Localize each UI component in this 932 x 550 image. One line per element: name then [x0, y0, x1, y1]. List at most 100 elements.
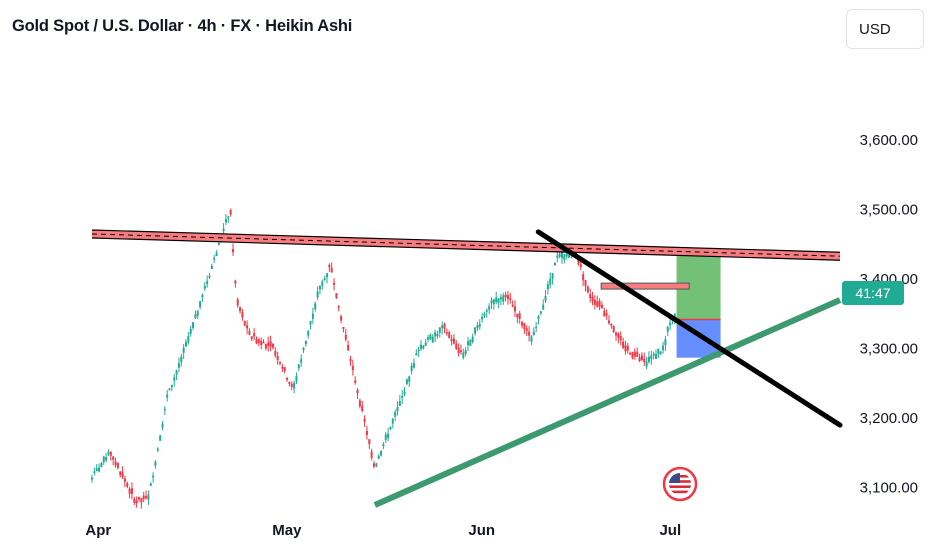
- candle-body: [537, 316, 540, 319]
- candle-body: [408, 376, 411, 382]
- countdown-tag: 41:47: [842, 281, 904, 305]
- candle-body: [363, 418, 366, 422]
- support-trendline[interactable]: [373, 297, 842, 508]
- candle-body: [316, 291, 319, 298]
- candle-body: [250, 336, 253, 339]
- candle-body: [525, 328, 528, 331]
- candle-body: [546, 284, 549, 290]
- candle-body: [243, 321, 246, 326]
- candle-body: [492, 299, 495, 305]
- level-marker[interactable]: [600, 282, 690, 290]
- candle-body: [109, 451, 112, 456]
- candle-body: [650, 355, 653, 360]
- us-flag-icon[interactable]: [662, 466, 698, 502]
- candle-body: [422, 345, 425, 349]
- candle-body: [568, 254, 571, 258]
- candle-body: [600, 304, 603, 309]
- candle-body: [271, 343, 274, 348]
- candle-body: [173, 377, 176, 381]
- candle-body: [556, 255, 559, 258]
- candle-body: [549, 278, 552, 285]
- candle-body: [361, 405, 364, 412]
- candle-body: [445, 332, 448, 334]
- price-tick-label: 3,300.00: [860, 341, 918, 358]
- currency-button[interactable]: USD: [846, 9, 924, 49]
- resistance-band[interactable]: [92, 229, 840, 261]
- candle-body: [281, 366, 284, 369]
- candle-body: [577, 258, 580, 265]
- candle-body: [389, 426, 392, 430]
- candle-body: [373, 463, 375, 467]
- time-tick-label: Apr: [85, 522, 111, 539]
- candle-body: [267, 342, 270, 347]
- candle-body: [269, 341, 272, 347]
- candle-body: [410, 365, 413, 372]
- candle-body: [673, 313, 676, 320]
- candle-body: [584, 279, 587, 287]
- candle-body: [542, 304, 545, 310]
- candle-body: [429, 334, 432, 340]
- candle-body: [441, 325, 444, 329]
- candle-body: [283, 367, 286, 372]
- candle-body: [192, 322, 195, 328]
- candle-body: [521, 322, 524, 326]
- price-axis: 3,600.003,500.003,400.003,300.003,200.00…: [860, 132, 918, 496]
- candle-body: [154, 461, 157, 466]
- candle-body: [159, 435, 162, 441]
- candle-body: [349, 359, 352, 362]
- candle-body: [145, 496, 148, 499]
- candle-body: [561, 252, 563, 258]
- candle-body: [558, 253, 561, 257]
- candle-body: [624, 345, 627, 352]
- candle-body: [657, 348, 660, 355]
- candle-body: [530, 336, 533, 342]
- candle-body: [203, 285, 206, 289]
- descending-trendline[interactable]: [535, 229, 843, 428]
- candle-body: [474, 327, 477, 334]
- candle-body: [504, 294, 507, 298]
- candle-body: [612, 325, 615, 333]
- candle-body: [311, 313, 314, 319]
- candle-body: [130, 488, 133, 494]
- candle-body: [424, 342, 427, 346]
- candle-body: [189, 328, 192, 334]
- candle-body: [490, 300, 493, 304]
- candle-body: [224, 219, 227, 223]
- candle-body: [384, 434, 387, 440]
- candle-body: [391, 419, 394, 424]
- candle-body: [476, 325, 479, 329]
- candle-body: [354, 380, 357, 383]
- candle-body: [518, 313, 521, 319]
- candle-body: [330, 267, 333, 273]
- candle-body: [133, 498, 136, 503]
- candle-body: [370, 451, 373, 458]
- candle-body: [248, 331, 251, 335]
- candle-body: [485, 310, 488, 312]
- candle-body: [638, 357, 641, 362]
- candle-body: [105, 457, 108, 461]
- candle-body: [290, 384, 293, 387]
- candle-body: [321, 281, 324, 286]
- candle-body: [448, 332, 451, 338]
- chart-title: Gold Spot / U.S. Dollar · 4h · FX · Heik…: [12, 17, 353, 35]
- candle-body: [112, 456, 115, 460]
- candle-body: [208, 275, 211, 278]
- candle-body: [629, 352, 632, 355]
- candle-body: [107, 452, 110, 455]
- candle-body: [365, 430, 368, 436]
- candle-body: [467, 341, 469, 346]
- candle-body: [300, 359, 303, 363]
- candle-body: [464, 350, 467, 354]
- candle-body: [253, 333, 256, 337]
- time-tick-label: May: [272, 522, 302, 539]
- candle-body: [622, 341, 625, 348]
- candle-body: [229, 210, 232, 215]
- candle-body: [596, 301, 599, 307]
- candle-body: [380, 450, 383, 456]
- candle-body: [582, 274, 585, 281]
- candle-body: [514, 306, 516, 312]
- candle-body: [326, 273, 328, 278]
- candle-body: [347, 344, 350, 351]
- candle-body: [398, 401, 401, 406]
